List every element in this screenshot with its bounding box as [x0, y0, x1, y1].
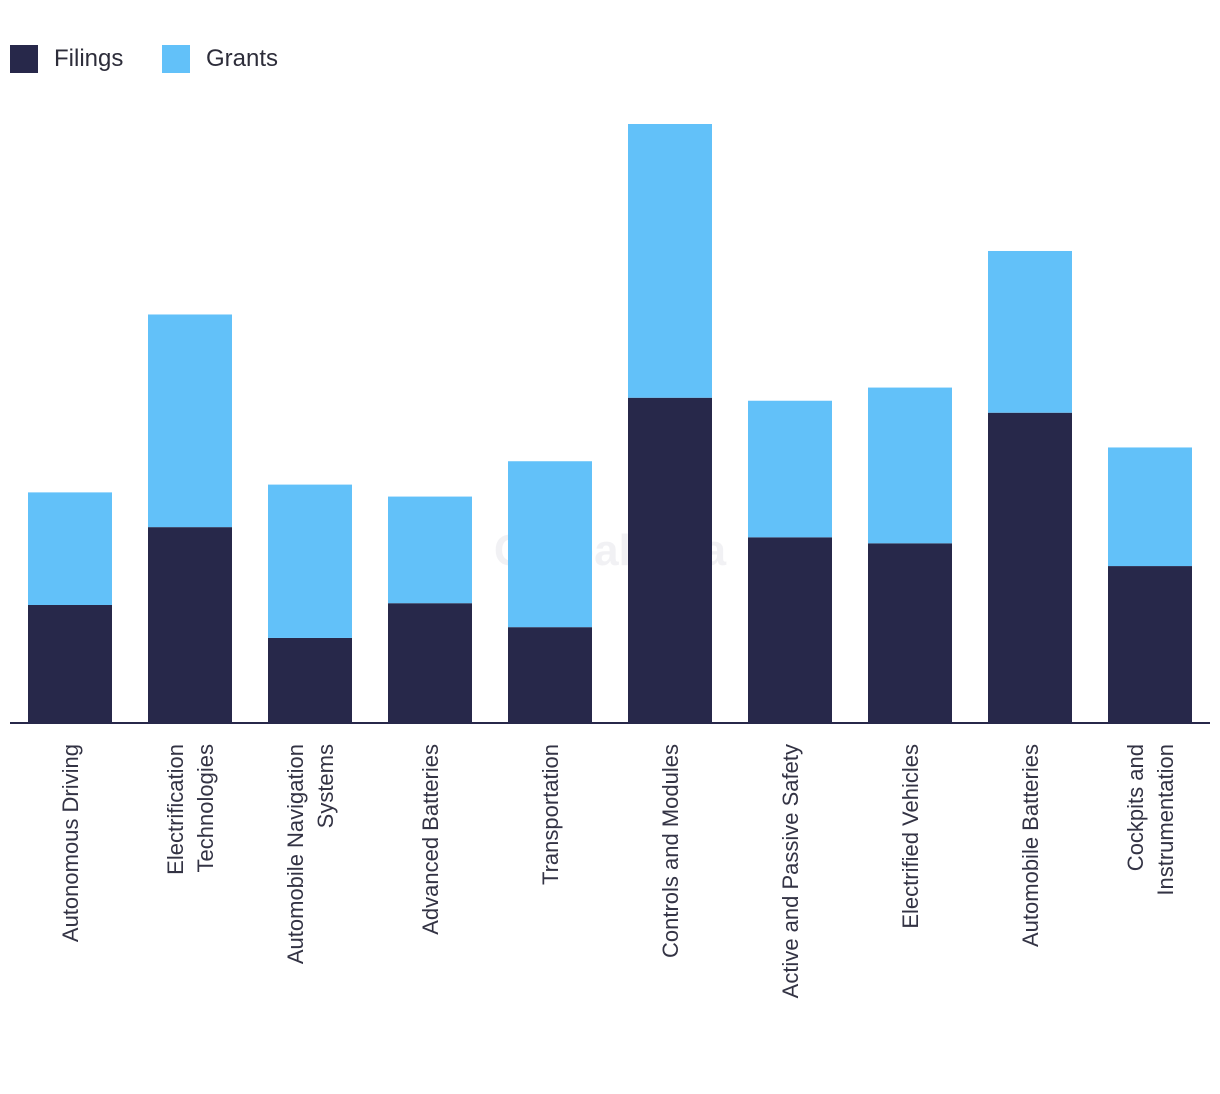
bar-grants-3	[388, 496, 472, 604]
x-tick-label-5: Controls and Modules	[658, 744, 683, 958]
bar-grants-9	[1108, 447, 1192, 567]
x-tick-label-1-line-0: Electrification	[163, 744, 188, 875]
bar-filings-6	[748, 537, 832, 723]
bar-grants-5	[628, 124, 712, 398]
x-tick-label-3: Advanced Batteries	[418, 744, 443, 935]
bar-grants-1	[148, 314, 232, 528]
bar-filings-5	[628, 397, 712, 723]
x-tick-label-0: Autonomous Driving	[58, 744, 83, 942]
x-tick-label-6: Active and Passive Safety	[778, 744, 803, 998]
bar-filings-1	[148, 527, 232, 723]
x-axis-tick-labels: Autonomous Driving Electrification Technol…	[58, 744, 1178, 998]
legend: Filings Grants	[10, 45, 278, 73]
x-tick-label-9-line-1: Instrumentation	[1153, 744, 1178, 896]
bar-filings-4	[508, 627, 592, 723]
x-tick-label-2-line-0: Automobile Navigation	[283, 744, 308, 964]
bar-grants-2	[268, 484, 352, 638]
legend-label-filings: Filings	[54, 45, 123, 72]
bar-grants-0	[28, 492, 112, 605]
bar-grants-7	[868, 387, 952, 544]
x-tick-label-2-line-1: Systems	[313, 744, 338, 828]
bar-grants-4	[508, 461, 592, 628]
bar-filings-8	[988, 412, 1072, 723]
bar-filings-3	[388, 603, 472, 723]
bar-filings-7	[868, 543, 952, 723]
bar-filings-9	[1108, 566, 1192, 723]
legend-label-grants: Grants	[206, 45, 278, 72]
bar-grants-6	[748, 400, 832, 538]
bar-filings-2	[268, 637, 352, 723]
bars	[28, 124, 1192, 723]
legend-swatch-grants	[162, 45, 190, 73]
x-tick-label-4: Transportation	[538, 744, 563, 885]
x-tick-label-7: Electrified Vehicles	[898, 744, 923, 929]
bar-grants-8	[988, 250, 1072, 413]
legend-swatch-filings	[10, 45, 38, 73]
bar-filings-0	[28, 604, 112, 723]
x-tick-label-8: Automobile Batteries	[1018, 744, 1043, 947]
x-tick-label-9-line-0: Cockpits and	[1123, 744, 1148, 871]
x-tick-label-1-line-1: Technologies	[193, 744, 218, 872]
